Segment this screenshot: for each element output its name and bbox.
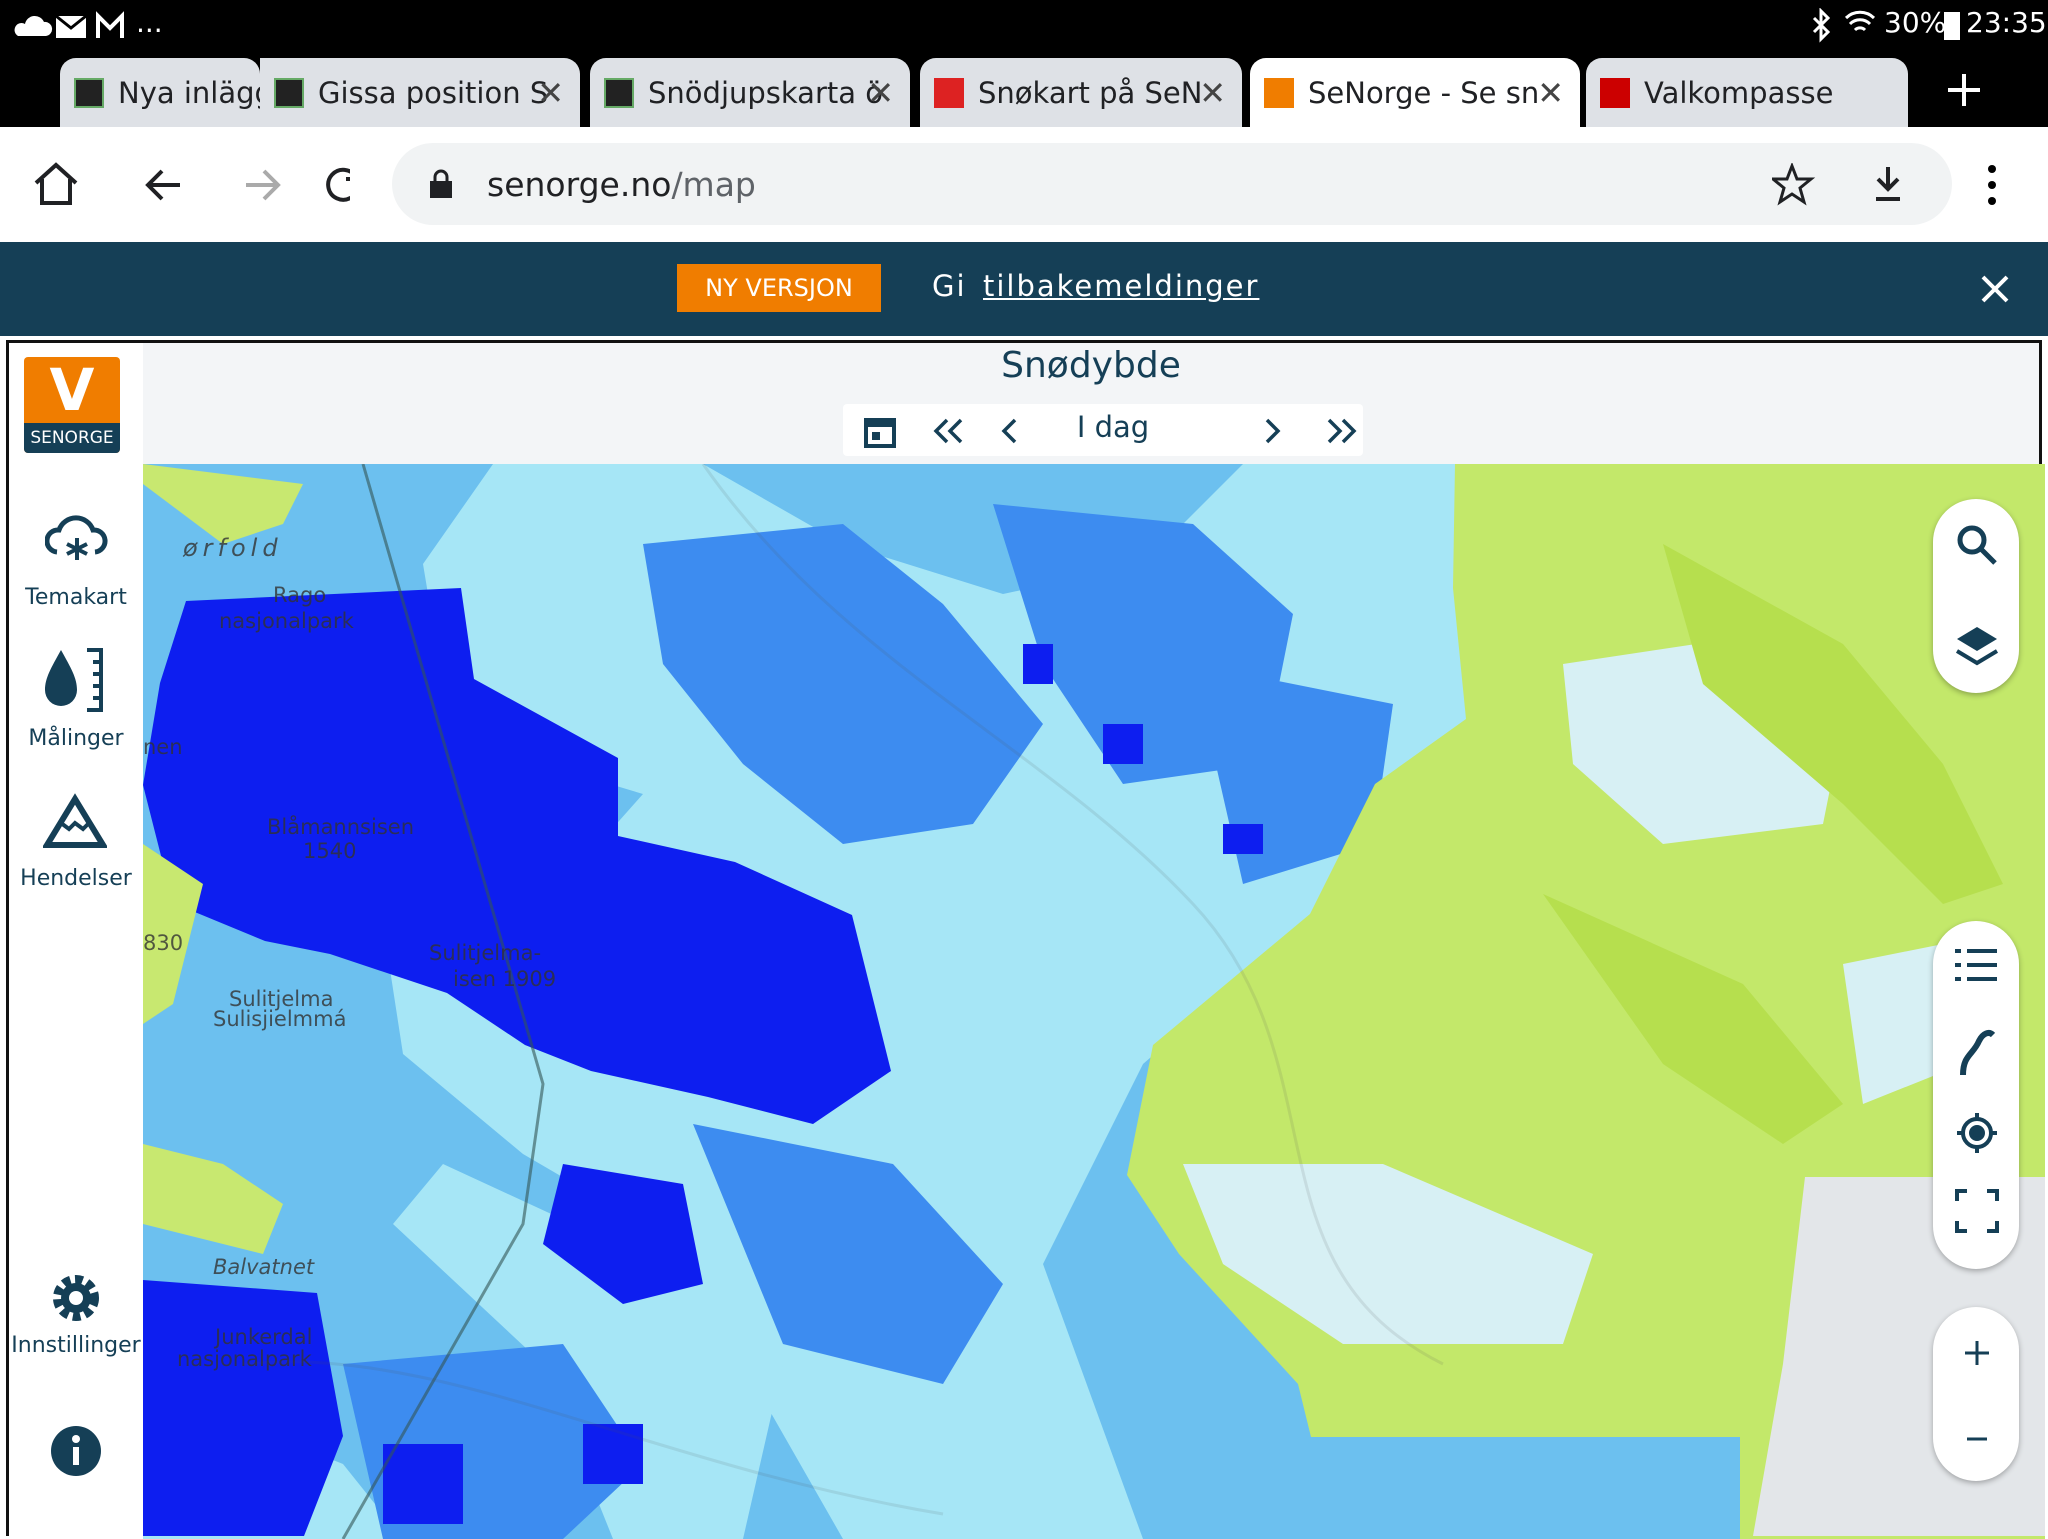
icon-malinger: [45, 648, 103, 712]
sidebar: V SENORGE Temakart Målinger Hendelser In…: [9, 343, 143, 1539]
address-bar[interactable]: senorge.no/map: [392, 143, 1952, 225]
tab-title: Snøkart på SeN: [978, 75, 1203, 110]
battery-icon: [1944, 12, 1960, 40]
nav-buttons[interactable]: [30, 161, 350, 209]
map-label: isen 1909: [453, 967, 556, 991]
map-label: Sulisjielmmá: [213, 1007, 346, 1031]
tab-strip: Nya inlägg Gissa position S ✕ Snödjupskar…: [0, 52, 2048, 127]
map-tools[interactable]: [1933, 921, 2019, 1269]
url-path: /map: [671, 164, 756, 204]
logo-name: SENORGE: [24, 423, 120, 453]
tab[interactable]: Gissa position S ✕: [260, 58, 580, 127]
banner: NY VERSJON Gi tilbakemeldinger: [0, 242, 2048, 336]
map-label: nasjonalpark: [177, 1347, 313, 1371]
search-layers[interactable]: [1933, 499, 2019, 693]
zoom-icons: [1965, 1341, 1989, 1441]
tab-title: Nya inlägg: [118, 75, 260, 110]
map-label: nen: [143, 735, 183, 759]
map-label: Blåmannsisen: [267, 814, 414, 839]
map-title: Snødybde: [1001, 345, 1181, 386]
app: V SENORGE Temakart Målinger Hendelser In…: [6, 340, 2045, 1539]
map-label: Sulitjelma-: [429, 941, 541, 965]
menu[interactable]: [1986, 163, 1998, 207]
tab[interactable]: Valkompasse: [1586, 58, 1908, 127]
icon-settings: [53, 1275, 99, 1321]
map-label: Rago: [273, 583, 326, 607]
toolbar: senorge.no/map: [0, 127, 2048, 242]
map-label: Junkerdal: [213, 1325, 312, 1349]
nav-item[interactable]: Innstillinger: [11, 1333, 141, 1358]
map-label: Sulitjelma: [229, 987, 333, 1011]
tab-title: Valkompasse: [1644, 75, 1834, 110]
new-tab[interactable]: [1946, 72, 1982, 108]
tab-title: Snödjupskarta ö: [648, 75, 883, 110]
logo-letter: V: [49, 357, 95, 424]
map-label: nasjonalpark: [219, 609, 355, 633]
url-host: senorge.no: [487, 164, 672, 204]
tab[interactable]: Snödjupskarta ö ✕: [590, 58, 910, 127]
info-button[interactable]: [50, 1425, 102, 1477]
logo[interactable]: V SENORGE: [24, 357, 120, 453]
map-label: ørfold: [182, 534, 283, 562]
status-icons: [14, 11, 124, 38]
status-icons-right: [1812, 8, 1876, 43]
search-layers-icons: [1955, 525, 1999, 666]
lock-icon: [430, 169, 452, 198]
prev-buttons[interactable]: [933, 418, 1033, 444]
tab-title: SeNorge - Se sn: [1308, 75, 1540, 110]
map-label: 1540: [303, 839, 356, 863]
icon-hendelser: [43, 793, 107, 848]
status-more: ...: [136, 6, 163, 39]
tab-active[interactable]: SeNorge - Se sn ✕: [1250, 58, 1580, 127]
map-tools-icons: [1955, 949, 1999, 1233]
new-version-badge[interactable]: NY VERSJON: [677, 264, 881, 312]
tab[interactable]: Snøkart på SeN ✕: [920, 58, 1242, 127]
snow-depth-map[interactable]: ørfoldRagonasjonalparknenBlåmannsisen154…: [143, 464, 2045, 1539]
feedback-link[interactable]: tilbakemeldinger: [983, 269, 1260, 303]
tab-title: Gissa position S: [318, 75, 549, 110]
calendar-button[interactable]: [863, 414, 897, 448]
map-label: 830: [143, 931, 183, 955]
nav-item[interactable]: Målinger: [28, 726, 124, 751]
clock: 23:35: [1966, 6, 2047, 39]
icon-temakart: [45, 515, 108, 560]
omni-icons[interactable]: [1772, 163, 1932, 207]
banner-text: Gi: [932, 269, 967, 303]
next-buttons[interactable]: [1263, 418, 1363, 444]
date-label[interactable]: I dag: [1076, 410, 1150, 444]
nav-item[interactable]: Hendelser: [20, 866, 132, 891]
date-nav: I dag: [843, 404, 1363, 456]
battery-level: 30%: [1884, 6, 1947, 39]
zoom-controls[interactable]: [1933, 1307, 2019, 1481]
nav-item[interactable]: Temakart: [25, 585, 127, 610]
tab[interactable]: Nya inlägg: [60, 58, 260, 127]
map-label: Balvatnet: [213, 1255, 315, 1279]
status-bar: ... 30% 23:35: [0, 0, 2048, 52]
banner-close[interactable]: [1980, 274, 2010, 304]
